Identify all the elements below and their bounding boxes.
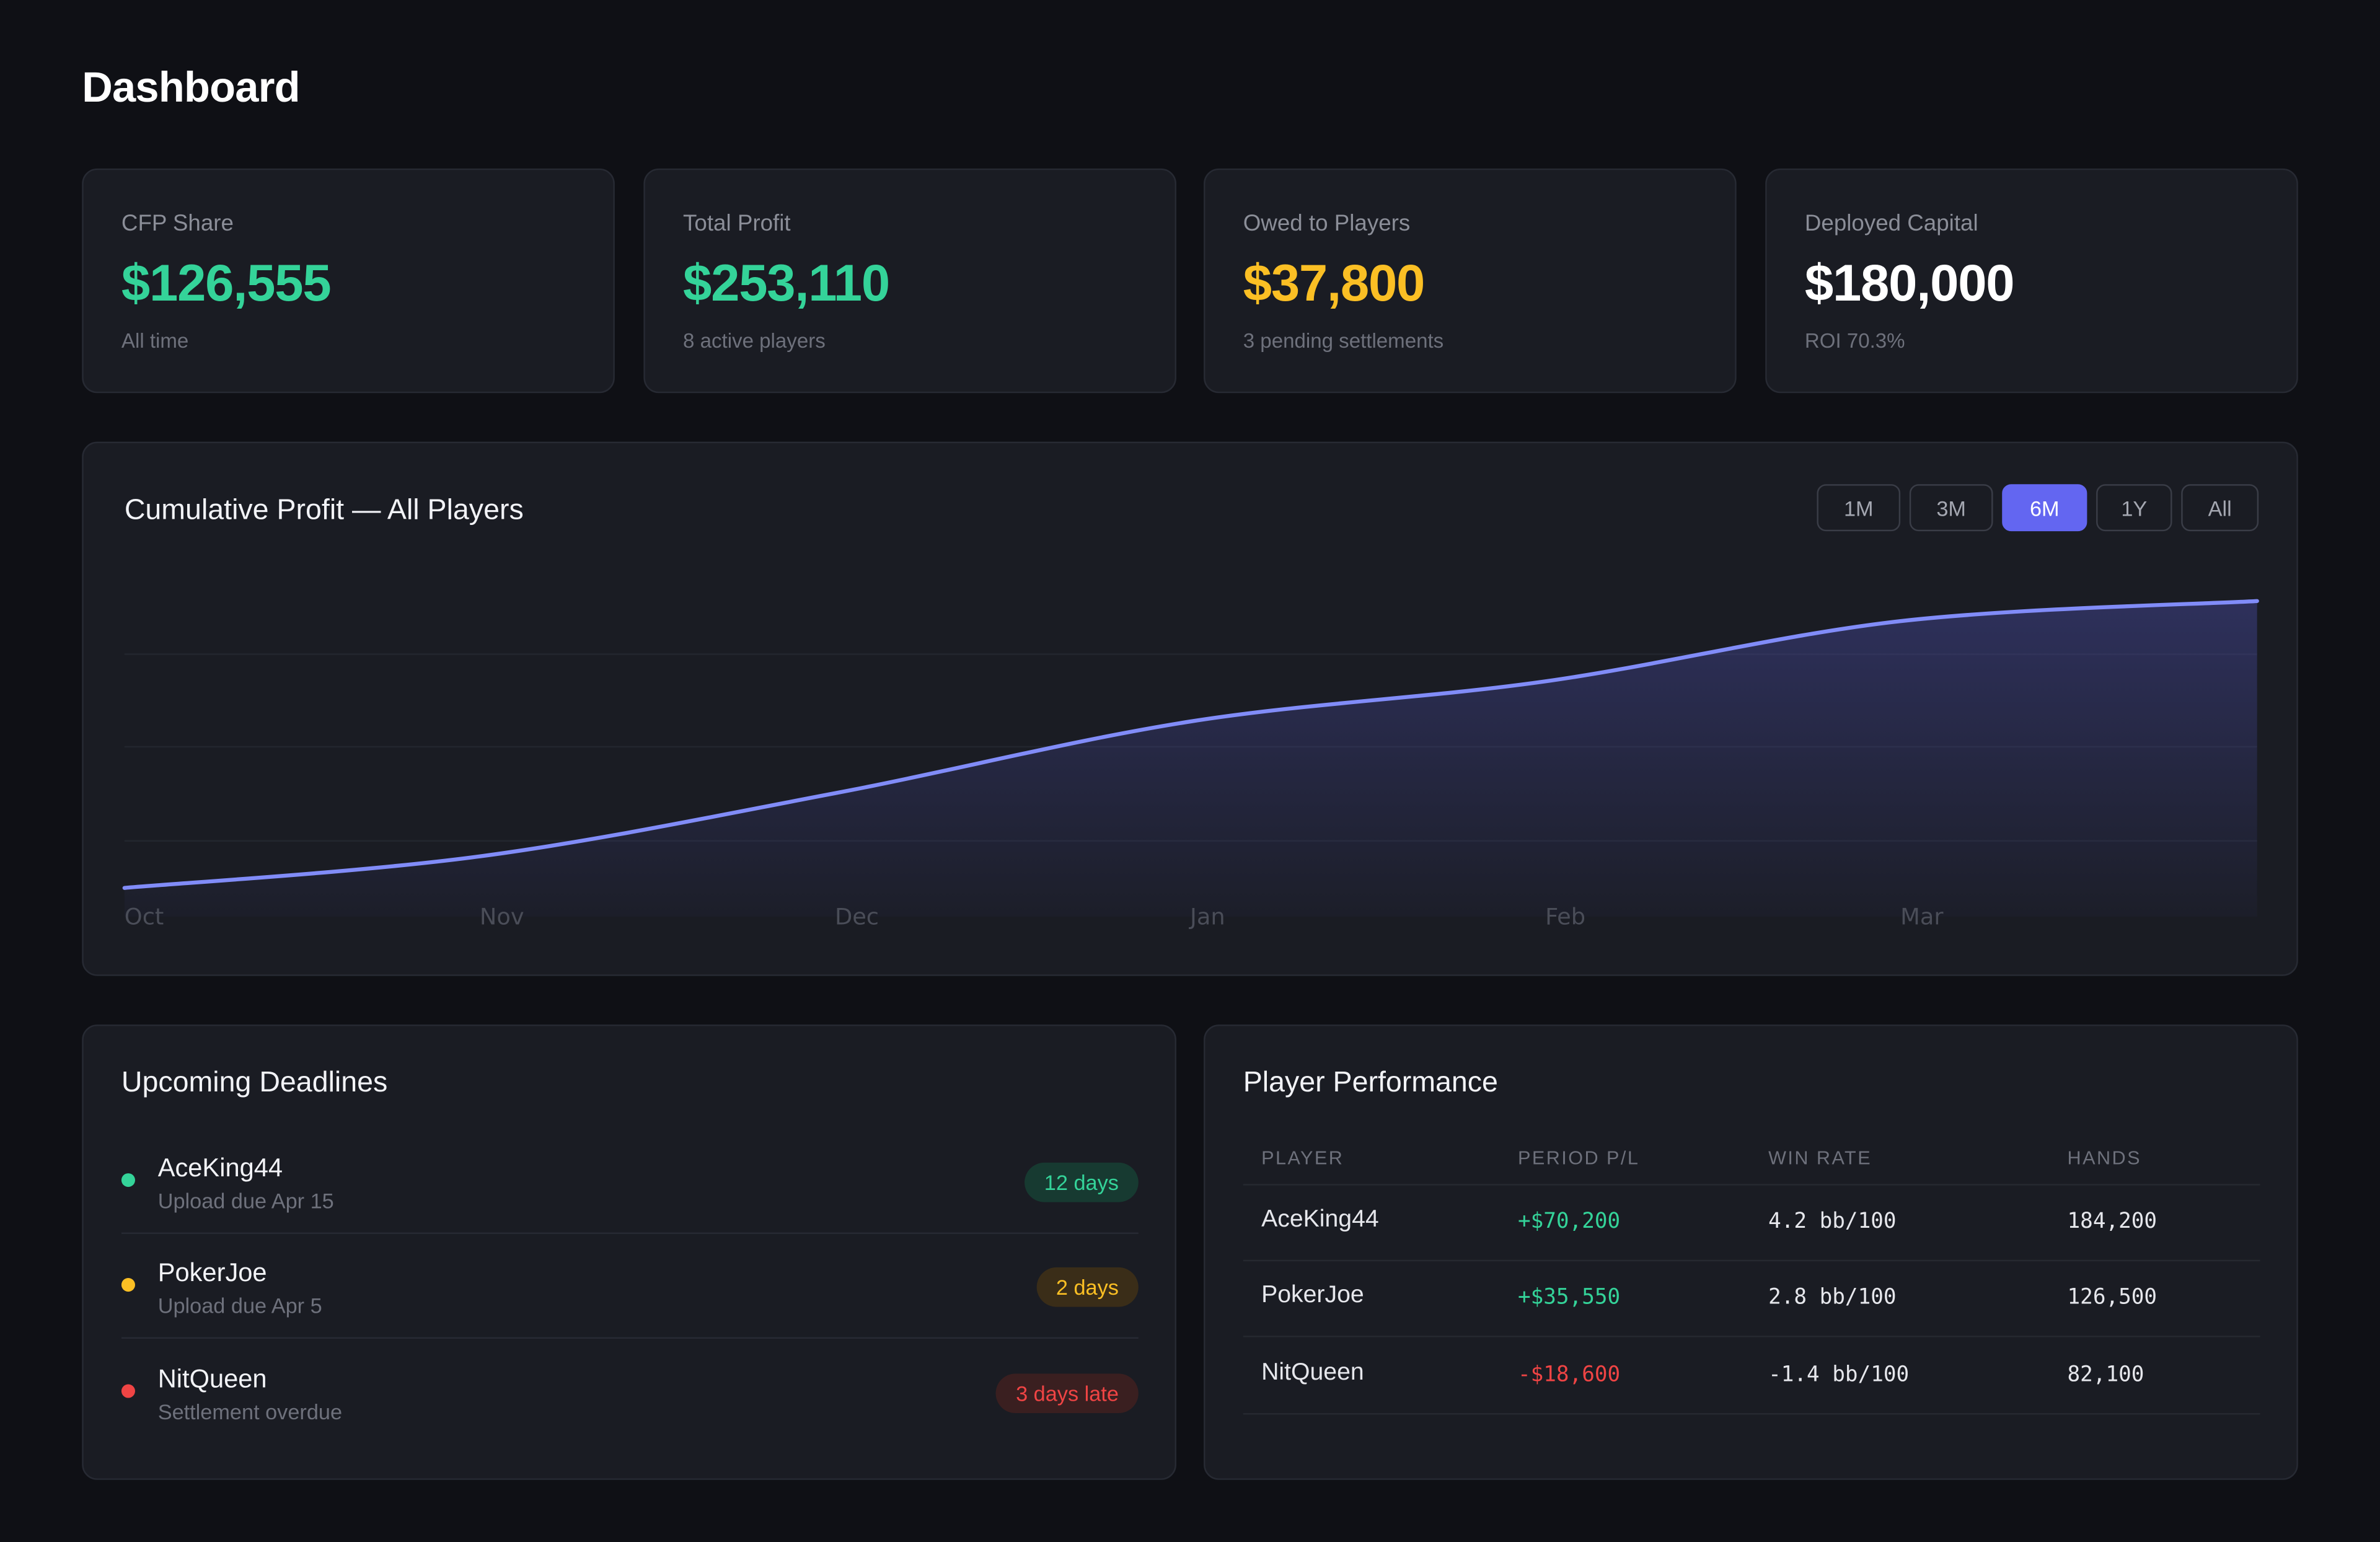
x-tick-label: Nov [480,903,524,930]
range-button-1y[interactable]: 1Y [2096,484,2172,532]
stat-value: $180,000 [1804,255,2015,313]
row-divider [1243,1259,2260,1262]
stat-card-cfp-share: CFP Share $126,555 All time [82,168,615,394]
header-divider [1243,1184,2260,1186]
series-line [122,599,2259,890]
cell-win-rate: -1.4 bb/100 [1768,1363,1910,1388]
stat-label: Total Profit [683,211,791,237]
stat-value: $253,110 [683,255,890,313]
range-button-3m[interactable]: 3M [1909,484,1993,532]
cell-hands: 126,500 [2067,1285,2157,1310]
x-tick-label: Feb [1545,903,1585,930]
deadline-description: Settlement overdue [157,1399,343,1424]
x-tick-label: Dec [835,903,879,930]
range-button-6m[interactable]: 6M [2002,484,2087,532]
stat-card-total-profit: Total Profit $253,110 8 active players [643,168,1176,394]
range-button-1m[interactable]: 1M [1817,484,1901,532]
row-divider [1243,1336,2260,1337]
status-dot [121,1173,135,1187]
cell-hands: 82,100 [2067,1363,2144,1388]
cell-period-pl: +$70,200 [1518,1209,1621,1235]
area-fill [124,601,2257,917]
cumulative-profit-card: Cumulative Profit — All Players 1M 3M 6M… [82,441,2298,976]
player-performance-card: Player Performance PLAYER PERIOD P/L WIN… [1204,1024,2298,1480]
deadline-badge: 3 days late [996,1373,1139,1414]
upcoming-deadlines-card: Upcoming Deadlines AceKing44 Upload due … [82,1024,1176,1480]
x-tick-label: Mar [1900,903,1944,930]
cell-period-pl: -$18,600 [1518,1363,1621,1388]
x-tick-label: Oct [125,903,164,930]
stat-sub: 3 pending settlements [1243,329,1444,353]
deadline-player-name: AceKing44 [157,1153,283,1183]
stat-sub: 8 active players [683,329,826,353]
performance-title: Player Performance [1243,1067,1498,1099]
deadline-item-aceking44[interactable]: AceKing44 Upload due Apr 15 12 days [121,1143,1139,1246]
page-title: Dashboard [82,63,300,111]
deadline-description: Upload due Apr 15 [157,1188,334,1213]
stat-sub: All time [121,329,189,353]
deadlines-title: Upcoming Deadlines [121,1067,388,1099]
column-header-player[interactable]: PLAYER [1261,1147,1344,1169]
cell-hands: 184,200 [2067,1209,2157,1235]
stat-card-owed-to-players: Owed to Players $37,800 3 pending settle… [1204,168,1737,394]
x-tick-label: Jan [1189,903,1225,930]
stat-value: $37,800 [1243,255,1426,313]
column-header-hands[interactable]: HANDS [2067,1147,2141,1169]
row-divider [1243,1413,2260,1415]
cell-player: PokerJoe [1261,1282,1364,1309]
stat-sub: ROI 70.3% [1804,329,1905,353]
cell-player: AceKing44 [1261,1206,1379,1233]
stat-card-deployed-capital: Deployed Capital $180,000 ROI 70.3% [1765,168,2298,394]
status-dot [121,1384,135,1398]
divider [121,1337,1139,1339]
column-header-period-pl[interactable]: PERIOD P/L [1518,1147,1640,1169]
stat-label: Deployed Capital [1804,211,1978,237]
stat-label: CFP Share [121,211,234,237]
deadline-player-name: PokerJoe [157,1258,267,1287]
deadline-item-pokerjoe[interactable]: PokerJoe Upload due Apr 5 2 days [121,1248,1139,1351]
cell-win-rate: 2.8 bb/100 [1768,1285,1897,1310]
status-dot [121,1278,135,1292]
profit-area-chart: Oct Nov Dec Jan Feb Mar [122,599,2259,930]
stat-label: Owed to Players [1243,211,1411,237]
range-button-all[interactable]: All [2181,484,2259,532]
deadline-player-name: NitQueen [157,1364,267,1394]
deadline-badge: 12 days [1024,1162,1139,1202]
column-header-win-rate[interactable]: WIN RATE [1768,1147,1872,1169]
cell-player: NitQueen [1261,1360,1364,1386]
cell-win-rate: 4.2 bb/100 [1768,1209,1897,1235]
divider [121,1232,1139,1235]
deadline-badge: 2 days [1036,1267,1139,1307]
deadline-item-nitqueen[interactable]: NitQueen Settlement overdue 3 days late [121,1354,1139,1458]
chart-title: Cumulative Profit — All Players [124,495,524,527]
deadline-description: Upload due Apr 5 [157,1293,322,1318]
stat-value: $126,555 [121,255,332,313]
cell-period-pl: +$35,550 [1518,1285,1621,1310]
